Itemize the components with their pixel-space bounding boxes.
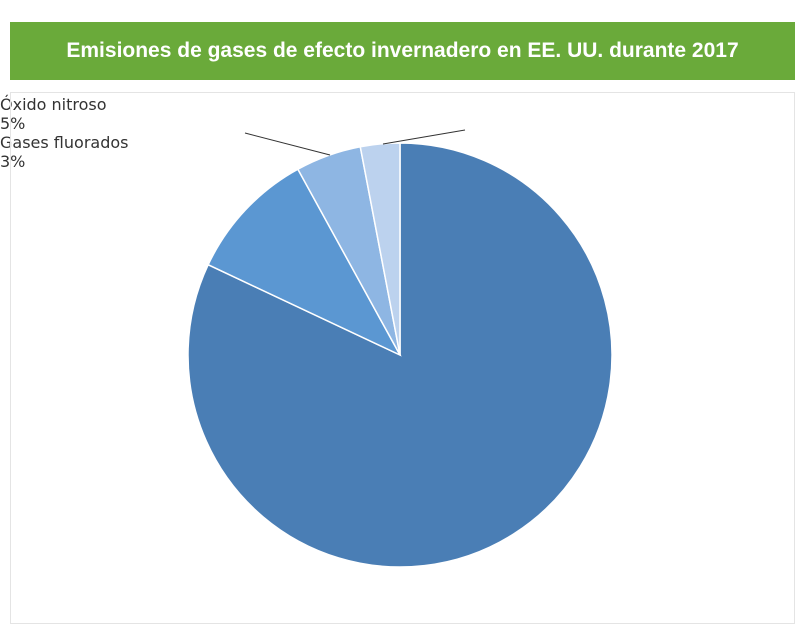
pie-slice [187,142,613,568]
category-label: Gases fluorados [0,133,129,152]
slice-label: Óxido nitroso 5% [0,95,140,133]
leader-line [244,132,331,156]
slice-label: Gases fluorados 3% [0,133,160,171]
value-label: 5% [0,114,26,133]
value-label: 3% [0,152,26,171]
category-label: Óxido nitroso [0,95,107,114]
value-label: 10% [0,76,36,95]
leader-line [382,129,466,145]
pie-slice [359,142,401,356]
chart-title: Emisiones de gases de efecto invernadero… [10,22,795,80]
chart-frame [10,92,795,624]
pie-slice [207,168,402,357]
